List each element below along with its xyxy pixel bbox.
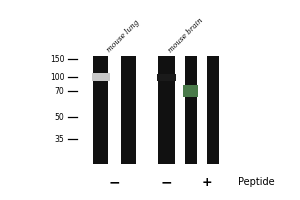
Bar (183, 85, 198, 97)
Text: mouse lung: mouse lung (105, 18, 141, 54)
Text: +: + (202, 176, 212, 188)
Bar (93, 56, 108, 164)
Text: −: − (161, 175, 172, 189)
Text: 100: 100 (50, 72, 64, 82)
Bar (177, 56, 182, 164)
Text: −: − (108, 175, 120, 189)
Bar (158, 56, 175, 164)
Text: 70: 70 (55, 86, 64, 96)
Bar (108, 56, 118, 164)
Text: 50: 50 (55, 112, 64, 121)
Text: 150: 150 (50, 54, 64, 64)
Bar (122, 56, 136, 164)
Text: 35: 35 (55, 134, 64, 144)
Bar (157, 73, 176, 80)
Bar (207, 56, 219, 164)
Bar (92, 73, 110, 81)
Text: mouse brain: mouse brain (167, 16, 205, 54)
Bar (184, 56, 196, 164)
Text: Peptide: Peptide (238, 177, 275, 187)
